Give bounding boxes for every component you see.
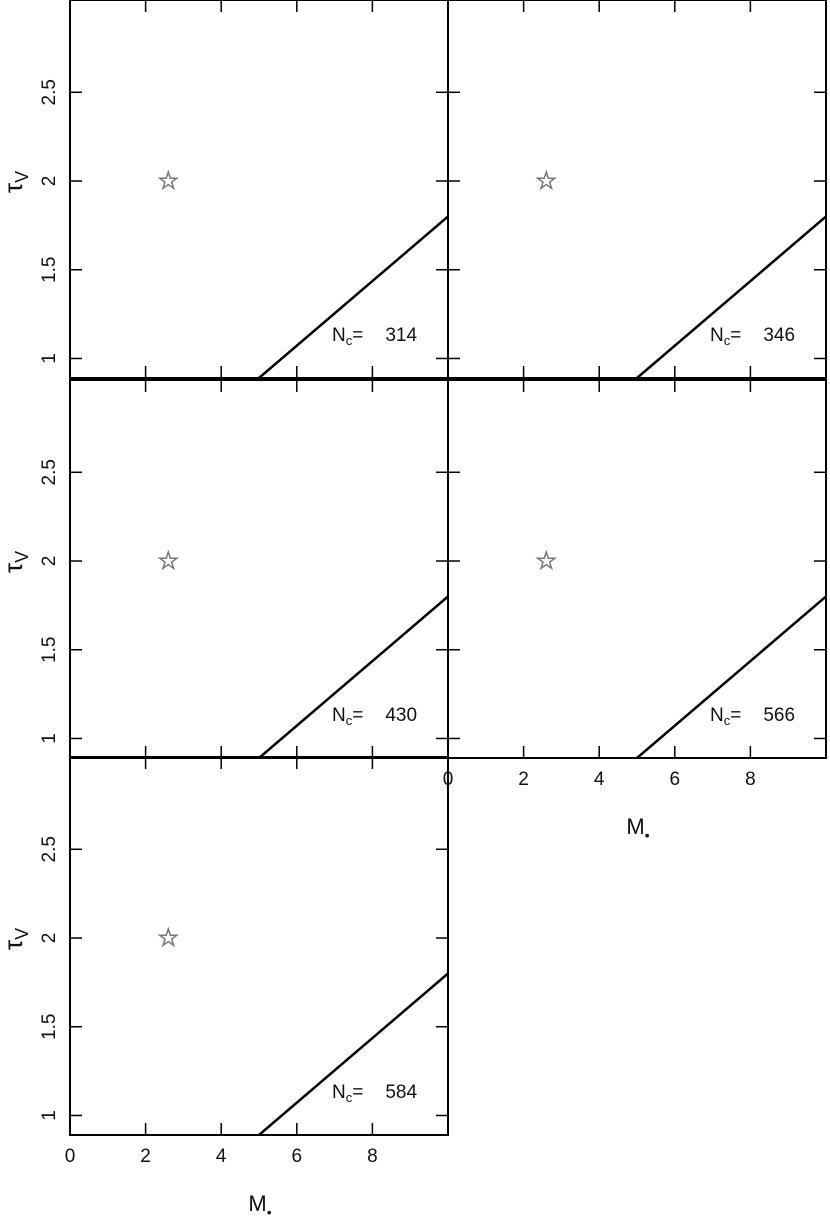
panel: Nc= 346 — [447, 0, 827, 379]
nc-value: 346 — [763, 325, 795, 346]
star-marker — [157, 549, 180, 571]
x-label-sub: • — [267, 1204, 272, 1220]
star-marker — [535, 549, 558, 571]
x-tick-label: 4 — [594, 769, 605, 790]
y-tick-label: 1.5 — [39, 637, 60, 663]
nc-symbol: N — [710, 705, 724, 726]
panel-frame — [447, 0, 827, 379]
y-tick-label: 2.5 — [39, 79, 60, 105]
x-tick-label: 0 — [65, 1146, 76, 1167]
nc-value: 584 — [385, 1082, 417, 1103]
x-label-symbol: M — [248, 1191, 266, 1216]
y-tick-label: 2.5 — [39, 836, 60, 862]
y-tick-label: 1 — [39, 1110, 60, 1121]
x-tick-label: 6 — [292, 1146, 303, 1167]
y-tick-label: 1 — [39, 353, 60, 364]
y-axis-label: τV — [0, 551, 32, 573]
panel-frame — [69, 379, 449, 759]
nc-sub: c — [724, 333, 731, 348]
x-tick-label: 8 — [745, 769, 756, 790]
y-axis-label: τV — [0, 928, 32, 950]
x-label-symbol: M — [626, 814, 644, 839]
nc-symbol: N — [710, 325, 724, 346]
y-tick-label: 1.5 — [39, 257, 60, 283]
x-tick-label: 2 — [140, 1146, 151, 1167]
nc-label: Nc= 314 — [332, 325, 417, 348]
panel: 1 1.5 2 2.5 Nc= 430 τV — [0, 379, 449, 759]
nc-sub: c — [724, 713, 731, 728]
y-label-symbol: τ — [0, 182, 28, 193]
panel-frame — [69, 756, 449, 1136]
nc-label: Nc= 566 — [710, 705, 795, 728]
nc-value: 314 — [385, 325, 417, 346]
panel: 1 1.5 2 2.5 Nc= 314 τV — [0, 0, 449, 379]
y-tick-label: 2 — [39, 176, 60, 187]
nc-label: Nc= 430 — [332, 705, 417, 728]
star-marker — [157, 926, 180, 948]
y-label-sub: V — [12, 551, 32, 563]
nc-sub: c — [346, 713, 353, 728]
nc-label: Nc= 584 — [332, 1082, 417, 1105]
y-axis-label: τV — [0, 171, 32, 193]
x-tick-label: 4 — [216, 1146, 227, 1167]
y-tick-label: 2 — [39, 556, 60, 567]
nc-sub: c — [346, 333, 353, 348]
y-label-sub: V — [12, 171, 32, 183]
boundary-line — [258, 595, 448, 758]
x-tick-label: 8 — [367, 1146, 378, 1167]
x-tick-label: 2 — [518, 769, 529, 790]
y-tick-label: 2.5 — [39, 459, 60, 485]
y-label-symbol: τ — [0, 939, 28, 950]
y-tick-label: 1.5 — [39, 1014, 60, 1040]
x-axis-label: M• — [626, 814, 649, 843]
nc-eq: = — [352, 1082, 363, 1103]
panel-frame — [447, 379, 827, 759]
star-marker — [157, 169, 180, 191]
nc-eq: = — [730, 325, 741, 346]
nc-value: 430 — [385, 705, 417, 726]
x-tick-label: 6 — [670, 769, 681, 790]
panel-frame — [69, 0, 449, 379]
y-tick-label: 1 — [39, 733, 60, 744]
nc-eq: = — [352, 705, 363, 726]
panel: 0 2 4 6 8 1 1.5 2 2.5 Nc= 584 τV M• — [0, 756, 449, 1220]
x-label-sub: • — [645, 827, 650, 843]
x-axis-label: M• — [248, 1191, 271, 1220]
boundary-line — [636, 595, 826, 758]
boundary-line — [258, 972, 448, 1135]
nc-sub: c — [346, 1090, 353, 1105]
nc-symbol: N — [332, 705, 346, 726]
boundary-line — [258, 215, 448, 378]
nc-label: Nc= 346 — [710, 325, 795, 348]
nc-eq: = — [352, 325, 363, 346]
nc-value: 566 — [763, 705, 795, 726]
y-label-sub: V — [12, 928, 32, 940]
nc-symbol: N — [332, 325, 346, 346]
nc-symbol: N — [332, 1082, 346, 1103]
nc-eq: = — [730, 705, 741, 726]
boundary-line — [636, 215, 826, 378]
star-marker — [535, 169, 558, 191]
y-tick-label: 2 — [39, 933, 60, 944]
y-label-symbol: τ — [0, 562, 28, 573]
